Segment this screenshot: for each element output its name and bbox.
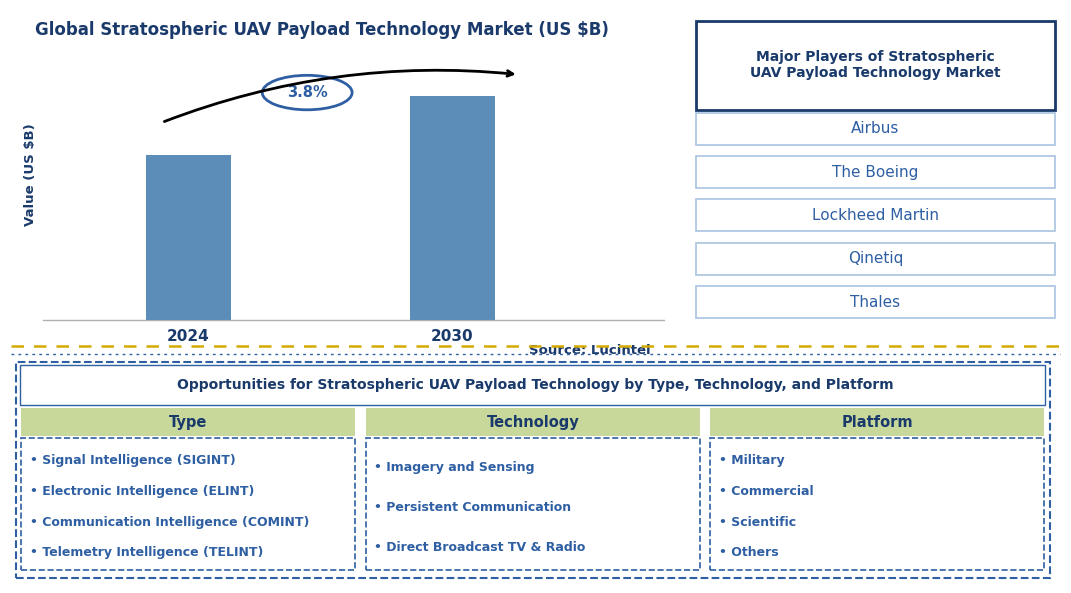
Text: • Imagery and Sensing: • Imagery and Sensing bbox=[375, 461, 536, 474]
Y-axis label: Value (US $B): Value (US $B) bbox=[25, 123, 37, 227]
Text: • Direct Broadcast TV & Radio: • Direct Broadcast TV & Radio bbox=[375, 541, 586, 554]
Text: The Boeing: The Boeing bbox=[832, 165, 919, 180]
Text: • Signal Intelligence (SIGINT): • Signal Intelligence (SIGINT) bbox=[30, 454, 236, 467]
Text: Opportunities for Stratospheric UAV Payload Technology by Type, Technology, and : Opportunities for Stratospheric UAV Payl… bbox=[177, 378, 894, 392]
Text: • Communication Intelligence (COMINT): • Communication Intelligence (COMINT) bbox=[30, 516, 310, 529]
Bar bbox=[410, 95, 495, 320]
Text: Type: Type bbox=[169, 415, 208, 430]
Text: 3.8%: 3.8% bbox=[287, 85, 328, 100]
Text: Qinetiq: Qinetiq bbox=[848, 251, 903, 266]
Text: • Commercial: • Commercial bbox=[719, 485, 814, 498]
Text: Global Stratospheric UAV Payload Technology Market (US $B): Global Stratospheric UAV Payload Technol… bbox=[35, 21, 609, 39]
Text: Airbus: Airbus bbox=[851, 121, 900, 136]
Text: • Scientific: • Scientific bbox=[719, 516, 796, 529]
Text: Major Players of Stratospheric
UAV Payload Technology Market: Major Players of Stratospheric UAV Paylo… bbox=[750, 50, 1001, 80]
Text: • Electronic Intelligence (ELINT): • Electronic Intelligence (ELINT) bbox=[30, 485, 255, 498]
Text: • Telemetry Intelligence (TELINT): • Telemetry Intelligence (TELINT) bbox=[30, 547, 263, 559]
Text: Lockheed Martin: Lockheed Martin bbox=[812, 208, 939, 223]
Text: Technology: Technology bbox=[486, 415, 579, 430]
Text: • Persistent Communication: • Persistent Communication bbox=[375, 501, 572, 514]
Text: Platform: Platform bbox=[842, 415, 914, 430]
Text: • Others: • Others bbox=[719, 547, 779, 559]
Text: Thales: Thales bbox=[850, 295, 901, 310]
Text: • Military: • Military bbox=[719, 454, 785, 467]
Text: Source: Lucintel: Source: Lucintel bbox=[529, 344, 651, 357]
Bar bbox=[146, 155, 230, 320]
